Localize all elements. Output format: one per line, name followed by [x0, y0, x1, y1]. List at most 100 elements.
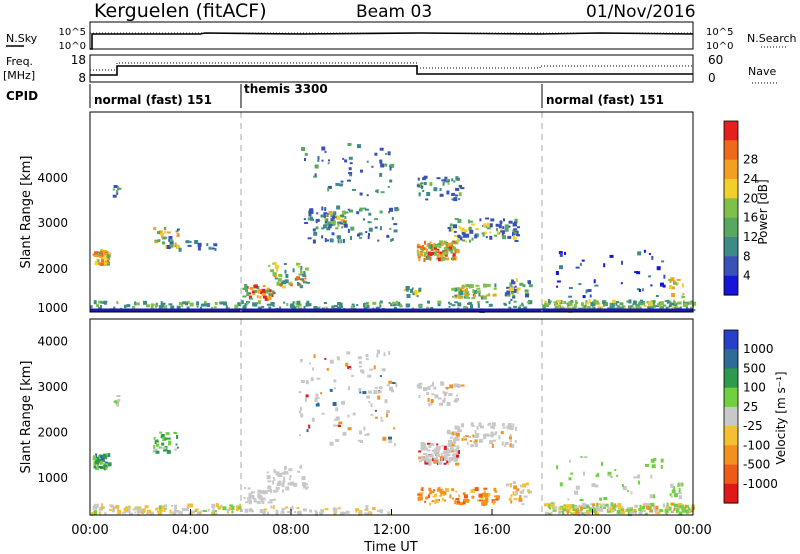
echo-cell — [99, 454, 104, 458]
echo-cell — [236, 505, 239, 509]
echo-cell — [648, 252, 651, 255]
echo-cell — [293, 482, 298, 487]
echo-cell — [433, 489, 436, 492]
echo-cell — [271, 290, 275, 294]
echo-cell — [304, 222, 309, 224]
echo-cell — [374, 226, 378, 229]
echo-cell — [284, 472, 289, 475]
echo-cell — [509, 438, 512, 443]
echo-cell — [665, 511, 669, 513]
echo-cell — [410, 288, 413, 293]
echo-cell — [562, 305, 564, 309]
echo-cell — [519, 304, 523, 307]
echo-cell — [284, 269, 287, 274]
echo-cell — [599, 507, 604, 512]
echo-cell — [414, 291, 418, 296]
echo-cell — [266, 490, 271, 492]
echo-cell — [425, 496, 429, 500]
echo-cell — [200, 303, 204, 307]
cpid-segment-3: normal (fast) 151 — [546, 93, 664, 107]
echo-cell — [441, 444, 444, 447]
echo-cell — [550, 511, 553, 516]
echo-cell — [356, 304, 359, 306]
echo-cell — [450, 444, 454, 448]
echo-cell — [258, 495, 263, 500]
echo-cell — [157, 239, 161, 243]
echo-cell — [502, 426, 506, 429]
echo-cell — [630, 511, 633, 515]
echo-cell — [568, 504, 573, 507]
echo-cell — [245, 288, 248, 292]
echo-cell — [215, 503, 219, 508]
echo-cell — [405, 288, 409, 292]
echo-cell — [376, 307, 379, 310]
echo-cell — [515, 234, 520, 237]
echo-cell — [484, 493, 489, 497]
echo-cell — [563, 301, 567, 304]
echo-cell — [367, 374, 372, 378]
echo-cell — [685, 509, 689, 514]
echo-cell — [388, 211, 390, 214]
echo-cell — [417, 253, 420, 257]
echo-cell — [113, 185, 118, 188]
echo-cell — [267, 501, 272, 504]
echo-cell — [605, 503, 609, 507]
echo-cell — [326, 213, 329, 217]
echo-cell — [368, 401, 371, 404]
echo-cell — [288, 468, 293, 472]
echo-cell — [448, 302, 452, 305]
echo-cell — [588, 507, 592, 512]
echo-cell — [440, 256, 445, 261]
echo-cell — [523, 306, 528, 310]
echo-cell — [324, 150, 327, 153]
echo-cell — [348, 167, 352, 171]
echo-cell — [302, 274, 307, 277]
echo-cell — [650, 305, 653, 310]
echo-cell — [348, 172, 353, 174]
echo-cell — [181, 304, 184, 308]
echo-cell — [555, 307, 560, 310]
echo-cell — [501, 230, 505, 235]
echo-cell — [101, 506, 105, 510]
echo-cell — [580, 302, 584, 307]
echo-cell — [176, 228, 180, 231]
echo-cell — [650, 502, 655, 506]
echo-cell — [247, 497, 251, 500]
echo-cell — [434, 493, 438, 497]
echo-cell — [437, 397, 442, 400]
echo-cell — [104, 461, 108, 464]
echo-cell — [340, 306, 344, 308]
echo-cell — [474, 289, 478, 294]
echo-cell — [455, 498, 460, 500]
echo-cell — [433, 460, 436, 463]
echo-cell — [162, 449, 167, 452]
echo-cell — [670, 495, 673, 498]
echo-cell — [512, 423, 515, 427]
echo-cell — [471, 489, 475, 493]
echo-cell — [154, 440, 157, 445]
echo-cell — [443, 457, 447, 461]
echo-cell — [270, 489, 273, 491]
echo-cell — [95, 460, 100, 465]
echo-cell — [256, 295, 259, 299]
echo-cell — [315, 226, 319, 230]
echo-cell — [419, 497, 423, 501]
echo-cell — [169, 509, 172, 514]
echo-cell — [528, 300, 533, 305]
echo-cell — [637, 251, 642, 256]
echo-cell — [341, 222, 345, 226]
echo-cell — [140, 508, 143, 511]
echo-cell — [620, 511, 625, 515]
echo-cell — [393, 427, 396, 430]
echo-cell — [595, 474, 598, 478]
echo-cell — [300, 278, 304, 281]
echo-cell — [493, 487, 497, 491]
echo-cell — [244, 486, 246, 489]
echo-cell — [109, 509, 113, 511]
echo-cell — [196, 305, 199, 308]
echo-cell — [230, 505, 235, 510]
echo-cell — [558, 510, 562, 515]
echo-cell — [616, 474, 619, 477]
echo-cell — [161, 505, 165, 509]
power-panel: 1000 2000 3000 4000 Slant Range [km] — [19, 111, 697, 315]
